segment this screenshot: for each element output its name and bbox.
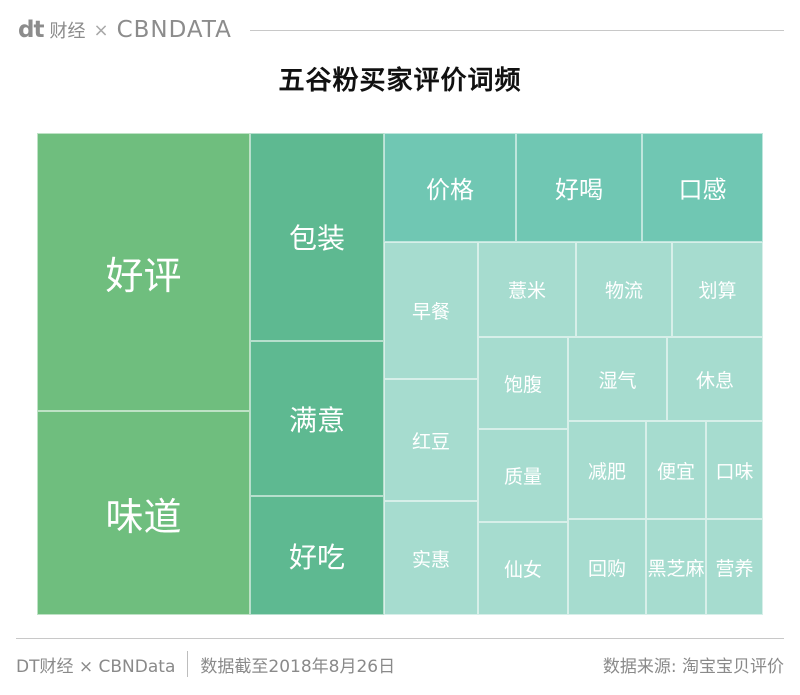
treemap-cell: 实惠 [384, 501, 478, 615]
footer-brand: DT财经 × CBNData [16, 656, 176, 677]
treemap-cell: 口味 [706, 421, 763, 519]
footer-date: 数据截至2018年8月26日 [200, 656, 396, 677]
header: dt 财经 × CBNDATA [0, 0, 800, 60]
treemap-cell-label: 回购 [587, 557, 626, 580]
treemap-cell-label: 休息 [695, 369, 734, 392]
logo-dt-mark: dt [18, 17, 44, 43]
treemap-cell-label: 便宜 [656, 460, 695, 483]
treemap-cell: 价格 [384, 133, 516, 242]
treemap-cell: 好评 [37, 133, 250, 411]
treemap-cell: 减肥 [568, 421, 646, 519]
treemap-cell-label: 口感 [678, 176, 727, 204]
treemap-cell: 湿气 [568, 337, 667, 421]
treemap-cell: 好喝 [516, 133, 642, 242]
treemap-cell-label: 满意 [288, 403, 345, 437]
treemap-cell-label: 味道 [105, 494, 182, 539]
treemap-cell: 好吃 [250, 496, 384, 615]
treemap-cell-label: 好评 [105, 253, 182, 298]
header-divider [250, 30, 784, 31]
treemap-cell-label: 口味 [715, 460, 754, 483]
treemap-cell: 营养 [706, 519, 763, 615]
footer-divider [16, 638, 784, 639]
treemap-cell-label: 好吃 [288, 540, 345, 574]
treemap-cell-label: 红豆 [411, 430, 450, 453]
treemap-cell: 饱腹 [478, 337, 568, 429]
treemap-cell-label: 质量 [503, 466, 542, 488]
brand-logo: dt 财经 × CBNDATA [18, 16, 232, 44]
treemap-cell-label: 实惠 [411, 548, 450, 571]
treemap-cell-label: 好喝 [555, 176, 603, 204]
treemap-cell-label: 仙女 [503, 559, 542, 581]
treemap-cell-label: 早餐 [411, 301, 450, 323]
treemap-cell: 薏米 [478, 242, 576, 337]
treemap-cell: 黑芝麻 [646, 519, 706, 615]
logo-cn-text: 财经 [49, 21, 86, 42]
treemap-cell: 包装 [250, 133, 384, 341]
footer: DT财经 × CBNData 数据截至2018年8月26日 数据来源: 淘宝宝贝… [16, 648, 784, 680]
treemap-cell-label: 薏米 [507, 280, 546, 302]
treemap-cell-label: 饱腹 [503, 373, 542, 396]
treemap-cell-label: 湿气 [598, 369, 637, 392]
chart-title: 五谷粉买家评价词频 [278, 66, 522, 96]
treemap-cell: 仙女 [478, 522, 568, 615]
treemap-cell: 物流 [576, 242, 672, 337]
treemap-cell: 回购 [568, 519, 646, 615]
treemap-cell: 满意 [250, 341, 384, 496]
treemap-cell-label: 价格 [426, 176, 474, 204]
treemap-cell-label: 物流 [604, 280, 643, 302]
treemap-cell-label: 划算 [698, 280, 737, 302]
treemap-cell: 休息 [667, 337, 763, 421]
treemap-cell-label: 减肥 [587, 460, 626, 483]
treemap-cell: 红豆 [384, 379, 478, 501]
treemap-cell: 便宜 [646, 421, 706, 519]
footer-separator [187, 651, 189, 677]
footer-source: 数据来源: 淘宝宝贝评价 [602, 656, 784, 677]
treemap-cell: 早餐 [384, 242, 478, 379]
logo-partner: CBNDATA [116, 17, 232, 43]
treemap-cell: 味道 [37, 411, 250, 615]
logo-times-sign: × [93, 19, 109, 41]
treemap-cell: 划算 [672, 242, 763, 337]
treemap-cell: 口感 [642, 133, 763, 242]
treemap-cell-label: 包装 [288, 222, 345, 255]
treemap-cell-label: 黑芝麻 [647, 557, 705, 580]
treemap-cell-label: 营养 [715, 557, 754, 580]
treemap-cell: 质量 [478, 429, 568, 522]
